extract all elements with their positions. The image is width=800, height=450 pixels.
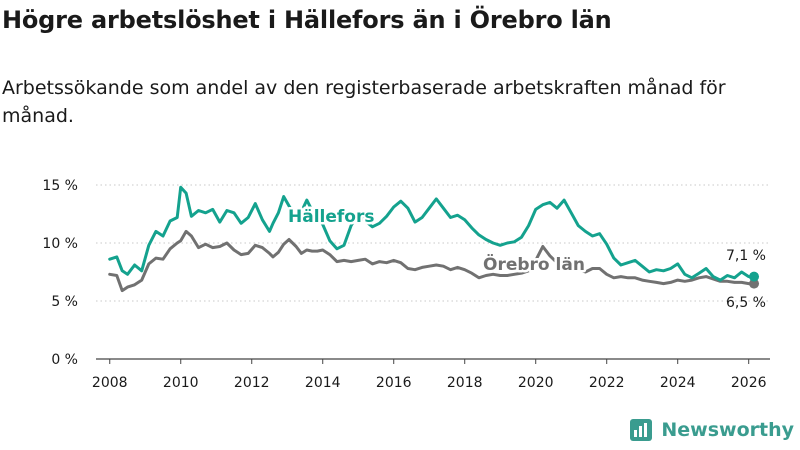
orebro-series-label: Örebro län — [483, 253, 585, 275]
x-tick-label: 2012 — [234, 375, 270, 391]
x-tick-label: 2024 — [660, 375, 696, 391]
x-tick-label: 2014 — [305, 375, 341, 391]
chart-subtitle: Arbetssökande som andel av den registerb… — [2, 77, 726, 127]
y-tick-label: 0 % — [51, 352, 78, 368]
bar-chart-icon — [630, 419, 653, 441]
chart-title: Högre arbetslöshet i Hällefors än i Öreb… — [2, 6, 612, 34]
x-tick-label: 2010 — [163, 375, 199, 391]
hallefors-series-label: Hällefors — [288, 207, 374, 227]
y-tick-label: 15 % — [42, 178, 78, 194]
x-tick-label: 2026 — [731, 375, 767, 391]
orebro-end-label: 6,5 % — [726, 295, 766, 311]
orebro-line — [108, 229, 756, 293]
x-tick-label: 2018 — [447, 375, 483, 391]
series-lines — [108, 185, 760, 293]
hallefors-line — [108, 185, 756, 282]
x-tick-label: 2016 — [376, 375, 412, 391]
orebro-end-point — [749, 278, 760, 289]
gridlines — [96, 184, 770, 360]
y-tick-label: 5 % — [51, 294, 78, 310]
axes: 0 % 5 % 10 % 15 % 2008 2010 2012 2014 2016 2018 20… — [42, 178, 766, 391]
hallefors-series-label-halo: Hällefors — [288, 207, 374, 227]
brand-name: Newsworthy — [661, 419, 794, 441]
x-tick-label: 2022 — [589, 375, 625, 391]
y-tick-label: 10 % — [42, 236, 78, 252]
newsworthy-logo: Newsworthy — [629, 418, 794, 442]
hallefors-end-label: 7,1 % — [726, 248, 766, 264]
hallefors-end-point — [749, 271, 760, 282]
x-tick-label: 2020 — [518, 375, 554, 391]
orebro-series-label-halo: Örebro län — [483, 253, 585, 275]
x-tick-label: 2008 — [92, 375, 128, 391]
